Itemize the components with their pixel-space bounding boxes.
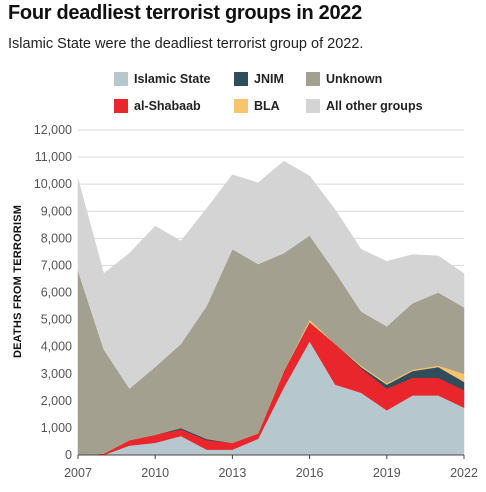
legend-item-unknown: Unknown [306,72,382,86]
legend-swatch-al-shabaab [114,99,128,113]
x-tick-label: 2016 [296,466,324,480]
x-tick-label: 2007 [64,466,92,480]
legend-label-unknown: Unknown [326,72,383,86]
y-axis-label: DEATHS FROM TERRORISM [12,204,24,358]
y-tick-label: 2,000 [41,394,72,408]
legend-label-bla: BLA [254,99,280,113]
legend-item-al-shabaab: al-Shabaab [114,99,201,113]
y-tick-label: 4,000 [41,340,72,354]
chart-title: Four deadliest terrorist groups in 2022 [8,2,362,24]
area-series [77,160,465,456]
y-tick-label: 5,000 [41,313,72,327]
y-tick-label: 1,000 [41,421,72,435]
legend-item-jnim: JNIM [234,72,284,86]
y-tick-label: 7,000 [41,258,72,272]
x-tick-label: 2022 [450,466,478,480]
x-tick-label: 2010 [141,466,169,480]
chart-subtitle: Islamic State were the deadliest terrori… [8,36,364,52]
legend-swatch-jnim [234,72,248,86]
y-tick-label: 6,000 [41,286,72,300]
y-tick-label: 9,000 [41,204,72,218]
area-all-other-groups [77,160,465,389]
legend-item-all-other-groups: All other groups [306,99,423,113]
y-tick-label: 8,000 [41,231,72,245]
x-tick-label: 2019 [373,466,401,480]
y-tick-label: 11,000 [35,150,72,164]
legend-swatch-unknown [306,72,320,86]
legend-label-all-other-groups: All other groups [326,99,423,113]
y-tick-label: 12,000 [34,123,72,137]
axes: 0 1,000 2,000 3,000 4,000 5,000 6,000 7,000 8,00… [34,123,478,480]
legend-item-islamic-state: Islamic State [114,72,210,86]
legend-label-al-shabaab: al-Shabaab [134,99,201,113]
legend-label-islamic-state: Islamic State [134,72,211,86]
y-tick-label: 3,000 [41,367,72,381]
legend-swatch-all-other-groups [306,99,320,113]
legend-swatch-islamic-state [114,72,128,86]
legend-item-bla: BLA [234,99,280,113]
y-tick-label: 0 [65,448,72,462]
x-tick-label: 2013 [218,466,246,480]
legend-label-jnim: JNIM [254,72,284,86]
legend-swatch-bla [234,99,248,113]
y-tick-label: 10,000 [34,177,72,191]
